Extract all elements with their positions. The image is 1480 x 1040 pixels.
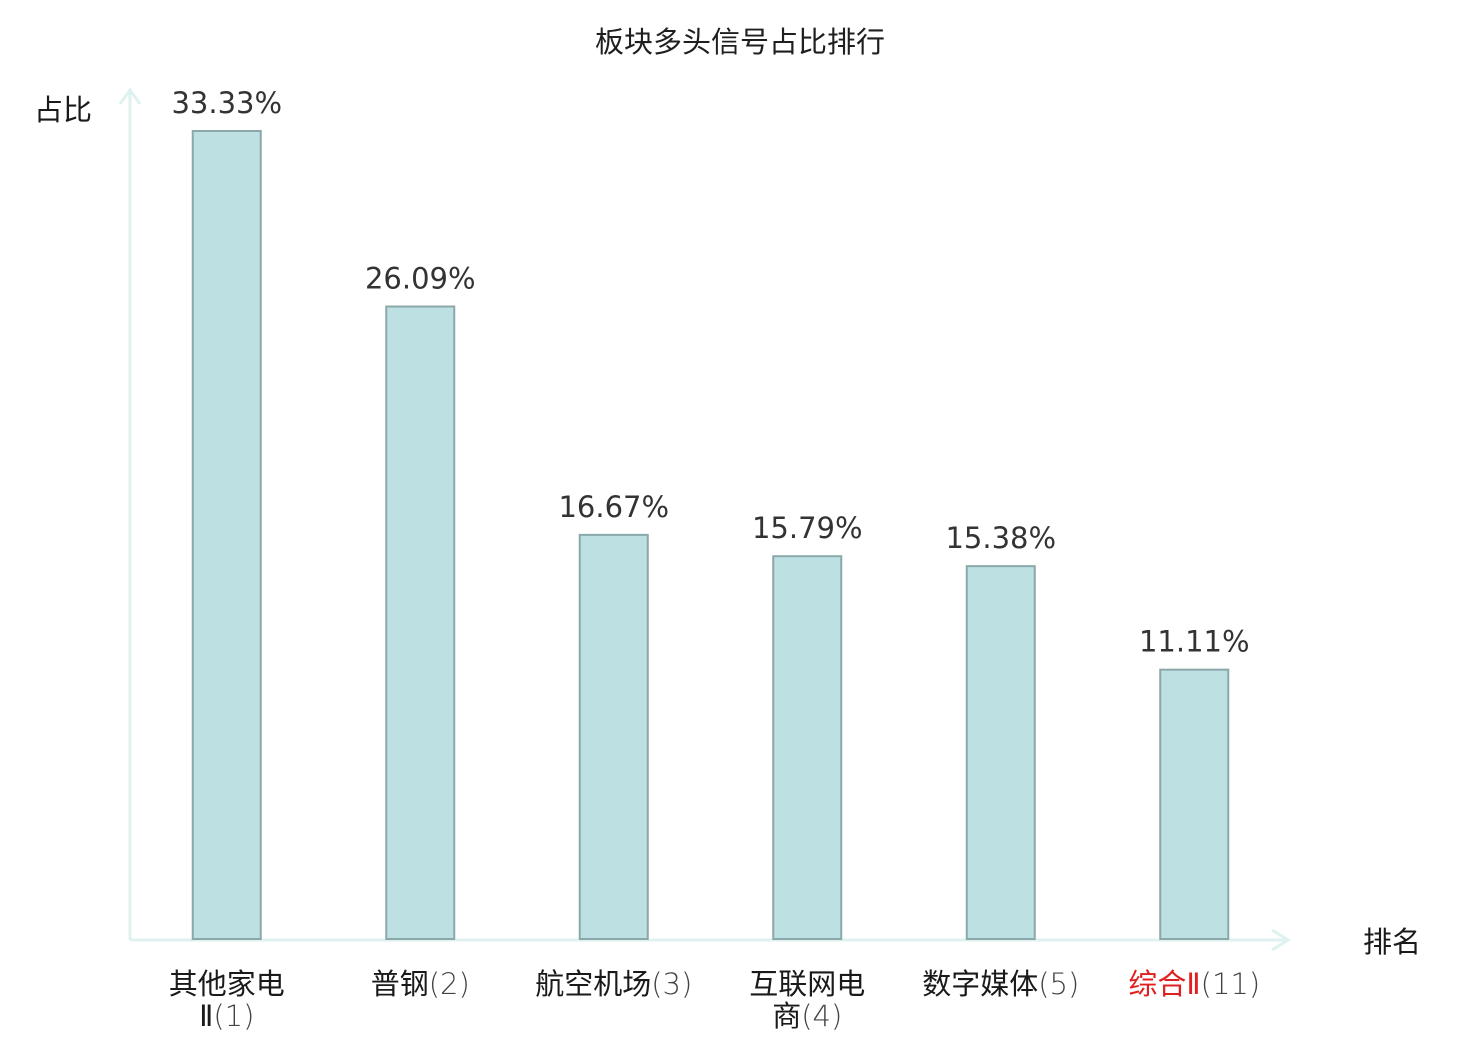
x-axis-label: 排名 [1363,925,1421,959]
bars-group [191,130,1230,941]
bar-1 [191,130,262,940]
category-label-1: 其他家电 Ⅱ(1) [169,967,285,1033]
category-label-3: 航空机场(3) [535,967,692,1001]
bar-4 [772,555,843,940]
category-name-continued: 商 [772,999,801,1033]
category-label-4: 互联网电商(4) [749,967,865,1033]
chart-title: 板块多头信号占比排行 [595,25,885,59]
value-label-2: 26.09% [365,262,476,296]
category-labels-group: 其他家电 Ⅱ(1)普钢(2) 航空机场(3) 互联网电商(4)数字媒体(5) 综合Ⅱ(1… [169,967,1260,1033]
value-label-6: 11.11% [1139,625,1250,659]
category-name: 其他家电 [169,967,285,1001]
category-name-continued: Ⅱ [199,999,213,1033]
category-rank: (2) [429,967,470,1001]
category-rank: (5) [1038,967,1079,1001]
value-label-3: 16.67% [558,490,669,524]
bar-5 [965,565,1036,940]
category-name: 数字媒体 [922,967,1038,1001]
value-label-1: 33.33% [171,86,282,120]
value-labels-group: 33.33% 26.09% 16.67% 15.79% 15.38% 11.11% [171,86,1249,659]
category-label-2: 普钢(2) [371,967,470,1001]
category-rank: (11) [1201,967,1261,1001]
bar-3 [578,533,649,940]
value-label-4: 15.79% [752,511,863,545]
category-label-6: 综合Ⅱ(11) [1128,967,1260,1001]
category-name: 普钢 [371,967,429,1001]
category-name: 综合Ⅱ [1128,967,1200,1001]
category-name: 航空机场 [535,967,651,1001]
bar-6 [1159,668,1230,941]
bar-2 [385,305,456,940]
y-axis-label: 占比 [34,93,92,127]
category-label-5: 数字媒体(5) [922,967,1079,1001]
category-name: 互联网电 [749,967,865,1001]
y-axis-arrow-icon [118,87,142,105]
category-rank: (4) [801,999,842,1033]
value-label-5: 15.38% [945,521,1056,555]
category-rank: (3) [651,967,692,1001]
x-axis-arrow-icon [1271,928,1291,952]
category-rank: (1) [213,999,254,1033]
